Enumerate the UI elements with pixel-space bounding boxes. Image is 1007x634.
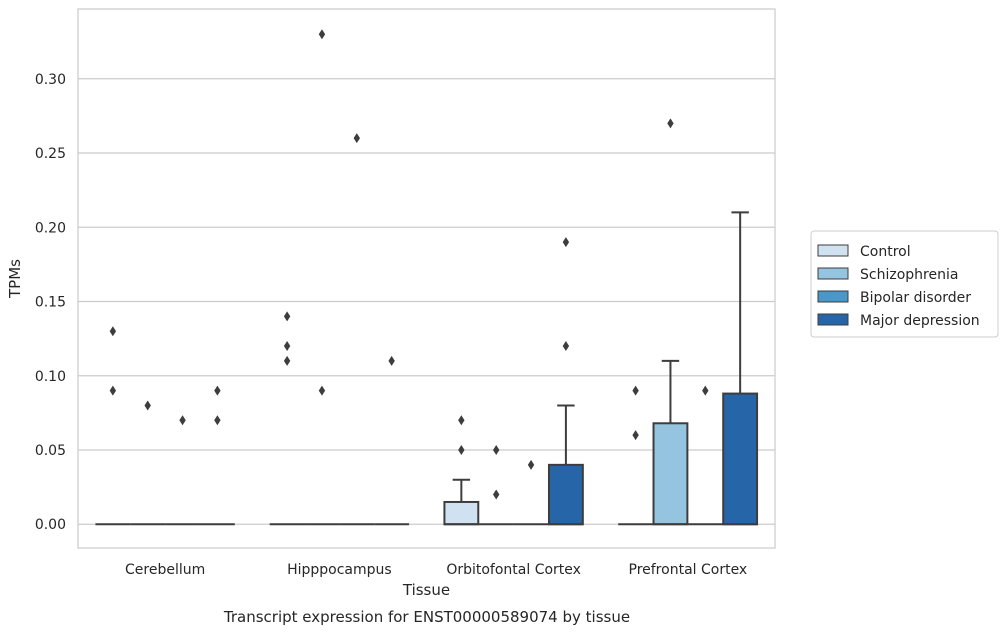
box-1-2 [339,133,375,526]
chart-caption: Transcript expression for ENST0000058907… [223,608,630,626]
box-3-3 [722,211,759,526]
y-tick-label: 0.15 [35,295,66,311]
y-axis-ticks: 0.00 0.05 0.10 0.15 0.20 0.25 0.30 [35,72,66,533]
legend-label: Schizophrenia [860,267,958,283]
legend-swatch [817,244,849,257]
outlier-point [527,459,535,470]
outlier-point [318,385,326,396]
y-tick-label: 0.05 [35,443,66,459]
y-tick-label: 0.10 [35,369,66,385]
outlier-point [388,355,395,366]
legend-swatch [817,290,849,303]
outlier-point [493,445,500,455]
box-3-2 [687,385,723,526]
outlier-point [214,415,221,426]
box-2-2 [513,459,549,526]
outlier-point [318,29,326,40]
legend-label: Major depression [860,313,980,329]
box-body [722,392,759,526]
box-1-1 [304,29,340,526]
legend-swatch [817,267,849,280]
outlier-point [702,385,709,396]
box-body [547,463,584,526]
plot-frame [77,8,776,549]
outlier-point [458,415,465,426]
x-tick-label: Hipppocampus [287,562,392,578]
outlier-point [353,133,360,144]
outlier-point [562,237,570,248]
outlier-point [632,385,639,396]
outlier-point [283,311,291,322]
plot-marks [95,29,759,526]
y-tick-label: 0.30 [35,72,66,88]
box-2-1 [478,445,514,526]
x-tick-label: Cerebellum [125,562,205,578]
y-tick-label: 0.20 [35,220,66,236]
x-axis-ticks: Cerebellum Hipppocampus Orbitofontal Corte… [125,562,747,578]
y-gridlines [78,78,775,525]
x-tick-label: Orbitofontal Cortex [446,562,581,578]
box-1-3 [374,355,410,526]
legend-swatch [817,313,849,326]
legend-label: Bipolar disorder [860,290,971,306]
x-axis-label: Tissue [402,581,450,599]
outlier-point [109,326,117,337]
legend-label: Control [860,244,911,260]
outlier-point [632,430,639,441]
outlier-point [109,385,117,396]
outlier-point [214,385,221,396]
box-0-0 [95,326,131,526]
outlier-point [458,445,465,455]
box-body [443,500,480,526]
box-0-2 [165,415,200,526]
box-body [652,422,689,526]
box-2-3 [547,237,584,526]
y-tick-label: 0.25 [35,146,66,162]
box-1-0 [269,311,305,526]
outlier-point [562,341,570,352]
outlier-point [667,118,674,129]
y-axis-label: TPMs [6,259,24,299]
outlier-point [179,415,186,426]
box-0-3 [199,385,235,526]
box-3-0 [618,385,654,526]
y-tick-label: 0.00 [35,517,66,533]
box-3-1 [652,118,689,526]
box-2-0 [443,415,480,526]
legend-frame [810,230,999,338]
outlier-point [144,400,151,411]
outlier-point [493,489,500,500]
box-0-1 [130,400,166,526]
outlier-point [283,355,291,366]
legend: Control Schizophrenia Bipolar disorder Majo… [810,230,999,338]
x-tick-label: Prefrontal Cortex [629,562,748,578]
outlier-point [283,341,291,352]
